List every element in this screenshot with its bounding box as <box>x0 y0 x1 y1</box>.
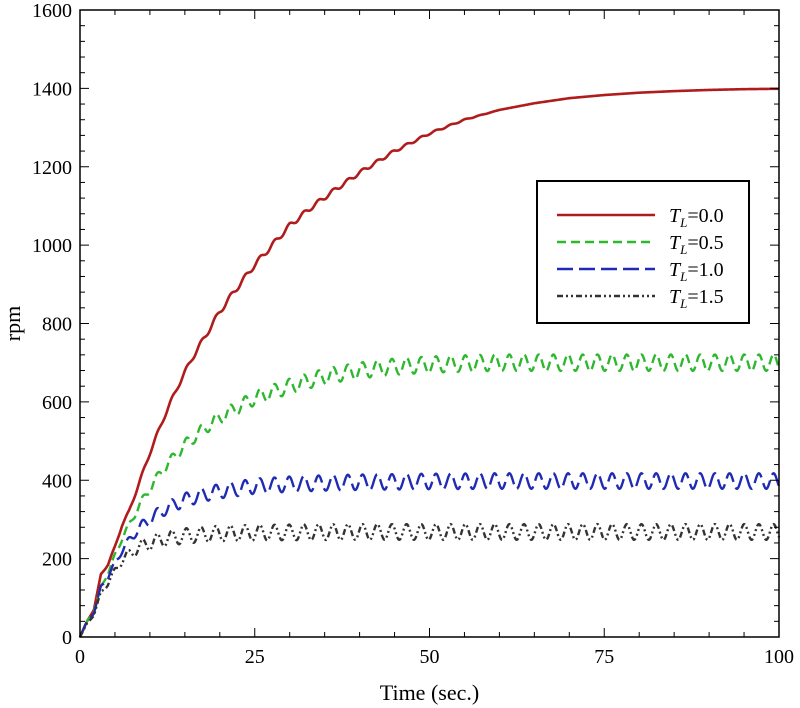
x-tick-label: 50 <box>420 646 440 668</box>
series-line-3 <box>78 522 781 638</box>
y-tick-label: 1600 <box>32 0 72 22</box>
legend-label: TL=0.5 <box>669 232 724 257</box>
y-tick-label: 0 <box>62 627 72 649</box>
y-tick-label: 800 <box>42 314 72 336</box>
x-tick-label: 0 <box>75 646 85 668</box>
y-axis-title: rpm <box>0 306 25 341</box>
y-tick-label: 1000 <box>32 235 72 257</box>
y-tick-label: 400 <box>42 470 72 492</box>
y-tick-label: 1400 <box>32 78 72 100</box>
x-axis-title: Time (sec.) <box>380 680 479 705</box>
legend-label: TL=0.0 <box>669 205 724 230</box>
y-tick-label: 600 <box>42 392 72 414</box>
legend: TL=0.0TL=0.5TL=1.0TL=1.5 <box>536 180 750 324</box>
series-line-0 <box>78 87 780 638</box>
axes: 0 200 400 600 800 1000 1200 1400 1600 0 25 50 75 100 <box>32 0 794 668</box>
legend-label: TL=1.0 <box>669 259 724 284</box>
x-tick-label: 100 <box>764 646 794 668</box>
plot-area <box>78 87 781 638</box>
y-tick-label: 200 <box>42 549 72 571</box>
series-line-1 <box>78 353 781 638</box>
y-tick-label: 1200 <box>32 157 72 179</box>
legend-box <box>536 180 750 324</box>
legend-label: TL=1.5 <box>669 286 724 311</box>
x-tick-label: 25 <box>245 646 265 668</box>
series-line-2 <box>78 472 781 638</box>
x-tick-label: 75 <box>594 646 614 668</box>
